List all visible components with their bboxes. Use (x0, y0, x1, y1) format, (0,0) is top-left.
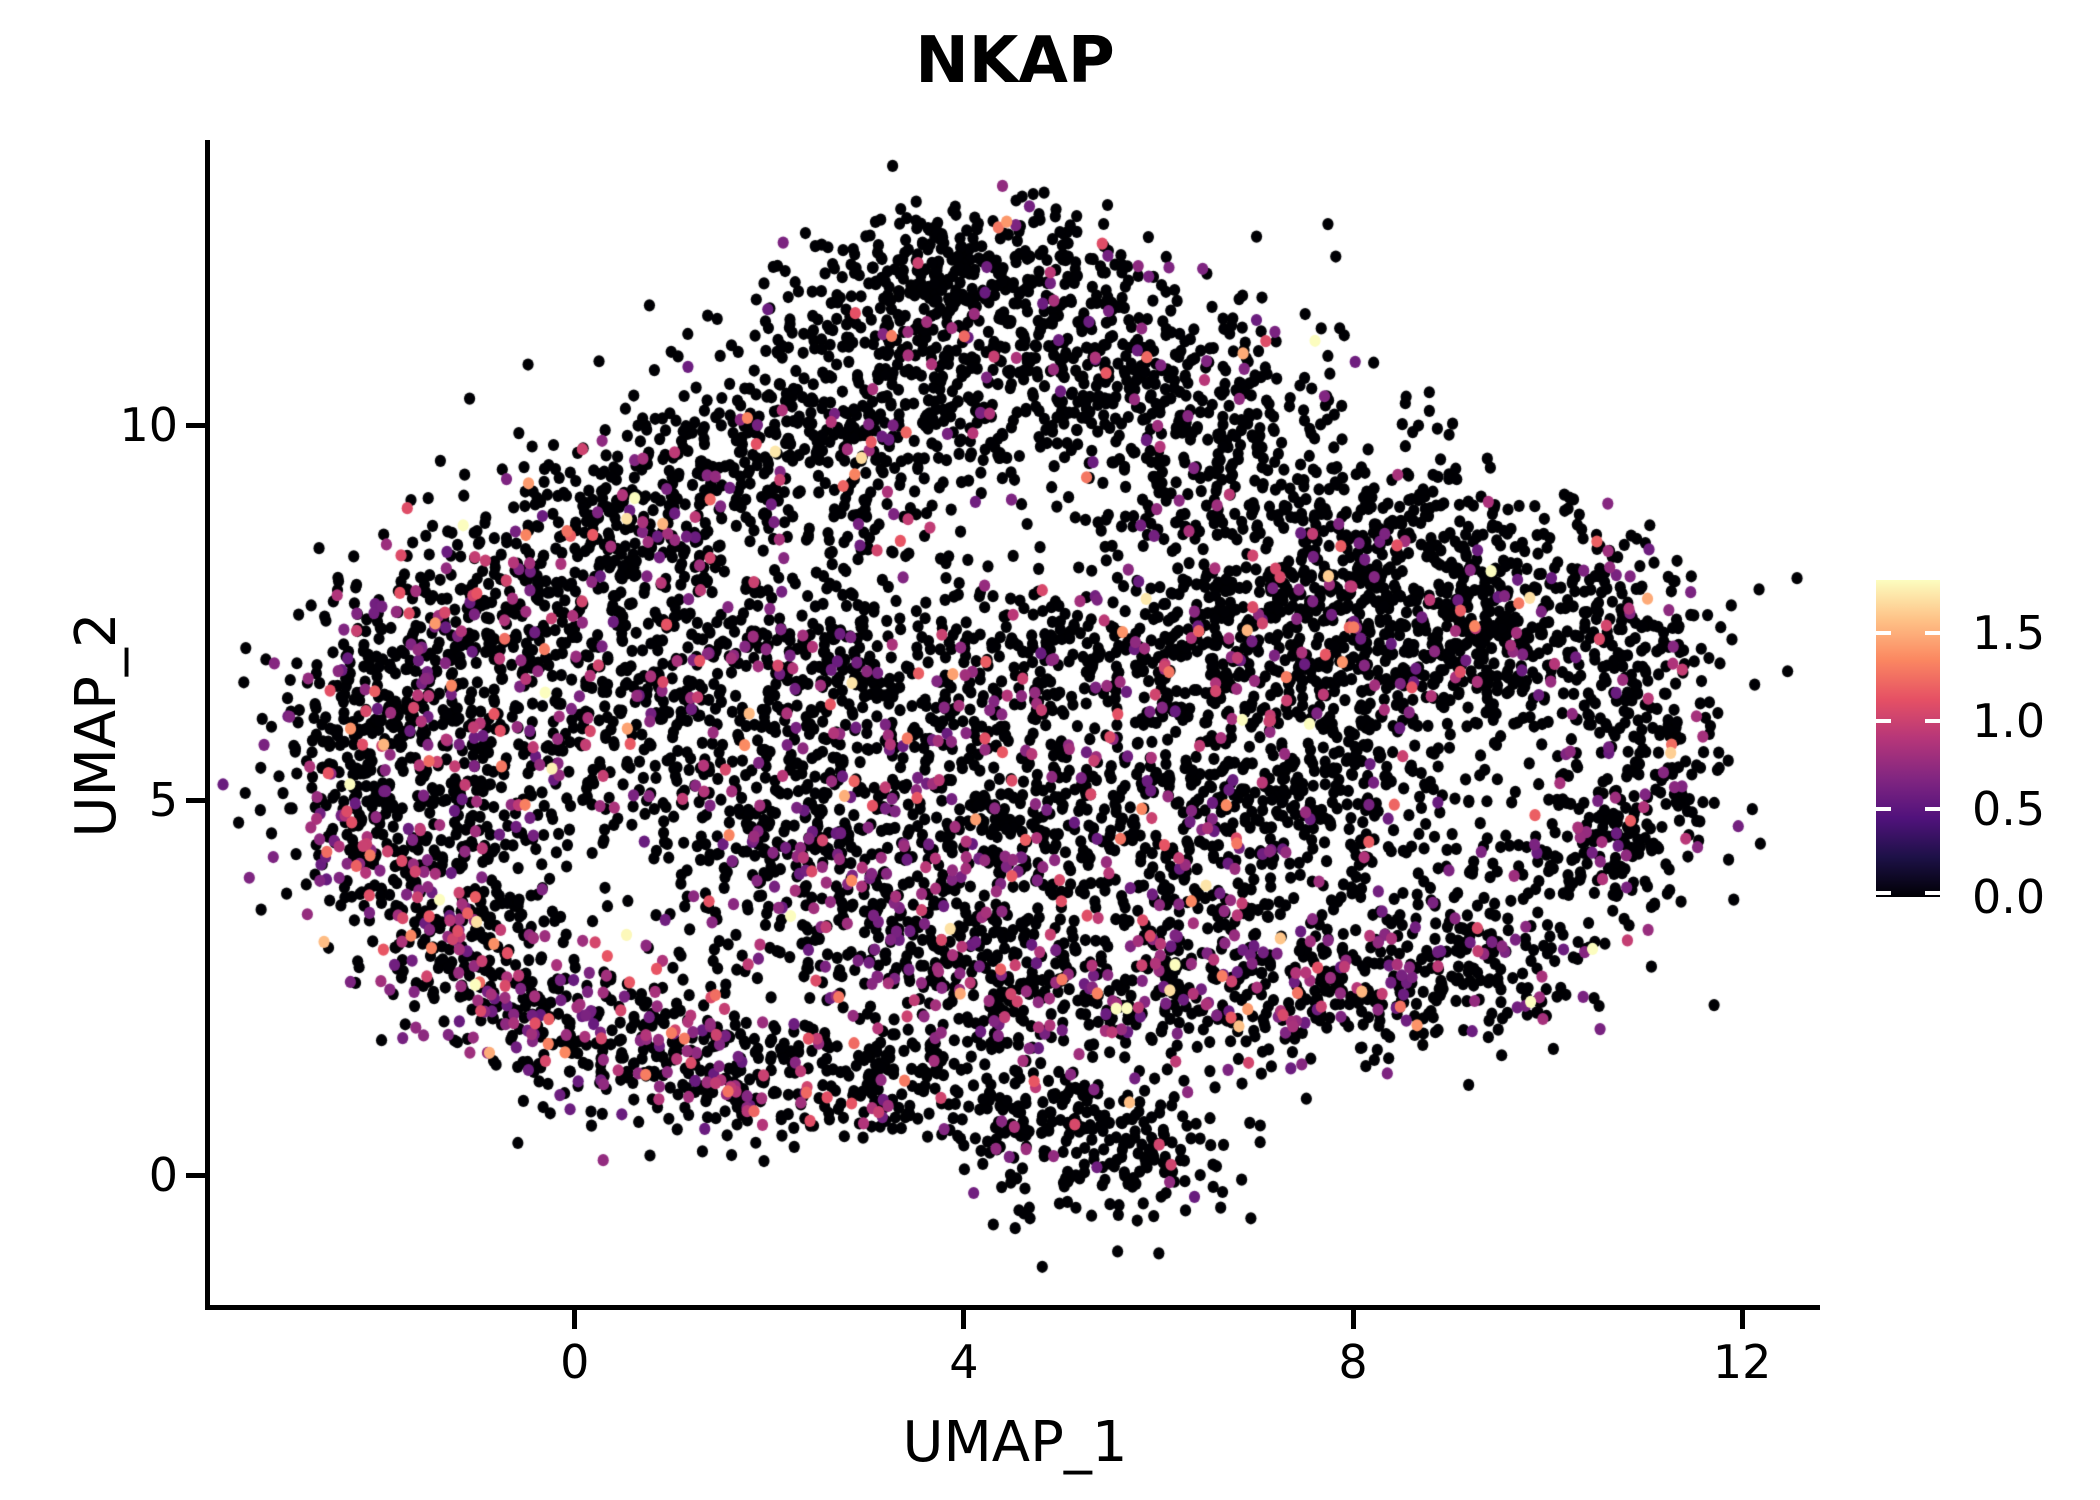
colorbar-tick-mark (1876, 630, 1891, 635)
colorbar-tick-mark (1925, 718, 1940, 723)
y-tick-label: 0 (148, 1148, 178, 1203)
x-tick-mark (572, 1310, 578, 1329)
x-tick-mark (961, 1310, 967, 1329)
plot-panel: 0 4 8 12 0 5 10 (119, 140, 1820, 1388)
y-tick-mark (186, 422, 205, 428)
colorbar-tick-label: 0.0 (1972, 870, 2046, 924)
x-tick-label: 12 (1712, 1335, 1772, 1389)
colorbar-tick-mark (1925, 630, 1940, 635)
y-axis-title: UMAP_2 (64, 612, 129, 838)
y-tick-mark (186, 1172, 205, 1178)
y-tick-mark (186, 797, 205, 803)
colorbar-tick-label: 1.0 (1972, 693, 2046, 748)
x-tick-label: 4 (949, 1335, 979, 1389)
colorbar-tick-mark (1925, 806, 1940, 811)
y-axis-line (205, 140, 210, 1310)
chart-title: NKAP (915, 24, 1115, 98)
x-tick-label: 8 (1338, 1335, 1368, 1389)
x-axis-title: UMAP_1 (902, 1410, 1128, 1475)
colorbar-tick-mark (1876, 891, 1891, 895)
colorbar-tick-mark (1876, 718, 1891, 723)
colorbar-tick-mark (1876, 806, 1891, 811)
umap-scatter-canvas (210, 140, 1820, 1305)
x-axis-line (205, 1305, 1820, 1310)
y-tick-label: 5 (148, 773, 178, 828)
x-tick-mark (1739, 1310, 1745, 1329)
colorbar-tick-label: 1.5 (1972, 605, 2046, 660)
colorbar (1876, 580, 1940, 897)
x-tick-mark (1350, 1310, 1356, 1329)
x-tick-label: 0 (560, 1335, 590, 1389)
colorbar-gradient (1876, 580, 1940, 897)
colorbar-tick-mark (1925, 891, 1940, 895)
y-tick-label: 10 (119, 398, 178, 453)
colorbar-tick-label: 0.5 (1972, 781, 2046, 836)
